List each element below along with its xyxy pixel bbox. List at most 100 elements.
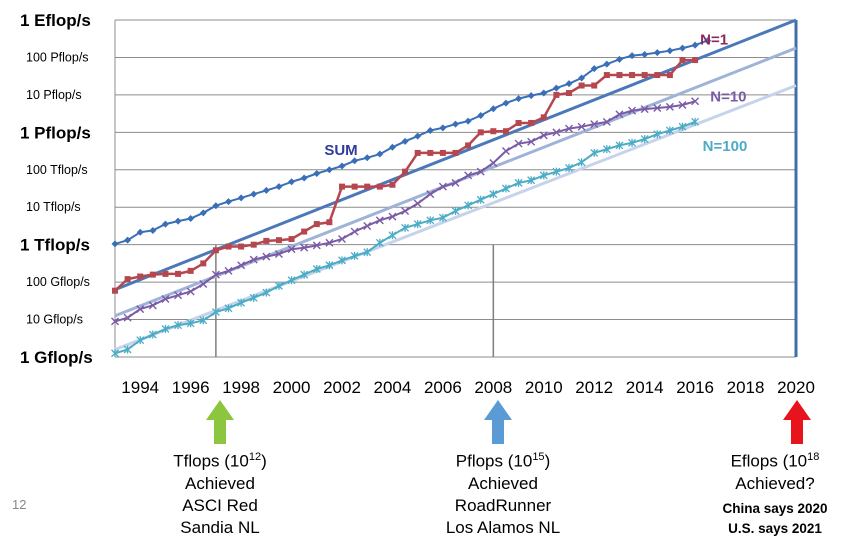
data-point (199, 316, 208, 325)
tflops-milestone-note: Tflops (1012) Achieved ASCI Red Sandia N… (173, 451, 267, 537)
data-point (274, 281, 283, 290)
data-point (679, 57, 686, 64)
y-tick-label: 1 Tflop/s (20, 236, 90, 255)
x-tick-label: 2000 (273, 378, 311, 397)
data-point (111, 240, 119, 248)
data-point (628, 106, 637, 115)
data-point (388, 143, 396, 151)
data-point (629, 72, 636, 79)
data-point (212, 247, 219, 254)
data-point (123, 313, 132, 322)
series-lines (111, 37, 712, 358)
data-point (464, 117, 472, 125)
data-point (616, 72, 623, 79)
data-point (187, 214, 195, 222)
data-point (565, 163, 573, 172)
data-point (136, 228, 144, 236)
data-point (351, 183, 358, 190)
data-point (653, 49, 661, 57)
data-point (527, 92, 535, 100)
data-point (452, 120, 459, 128)
series-label-SUM: SUM (324, 142, 357, 159)
data-point (439, 124, 447, 132)
data-point (464, 171, 473, 180)
data-point (250, 241, 257, 248)
data-point (501, 147, 510, 156)
data-point (628, 138, 637, 147)
data-point (287, 245, 296, 254)
data-point (364, 183, 371, 190)
data-point (477, 111, 485, 119)
series-labels: SUM N=1 N=10 N=100 (324, 31, 747, 158)
data-point (301, 228, 308, 235)
pflops-arrow-icon (484, 400, 512, 444)
data-point (653, 130, 662, 139)
y-tick-label: 1 Eflop/s (20, 11, 91, 30)
data-point (641, 50, 649, 58)
data-point (691, 97, 700, 106)
y-tick-label: 1 Pflop/s (20, 123, 91, 142)
data-point (137, 273, 144, 280)
data-point (237, 261, 246, 270)
data-point (148, 301, 157, 310)
data-point (401, 137, 409, 145)
data-point (174, 321, 183, 330)
data-point (413, 199, 422, 208)
data-point (339, 183, 345, 190)
data-point (262, 288, 271, 297)
data-point (199, 279, 208, 288)
data-point (111, 317, 119, 326)
data-point (501, 184, 510, 193)
data-point (300, 270, 309, 279)
data-point (363, 248, 372, 257)
data-point (162, 270, 169, 277)
y-tick-label: 100 Pflop/s (26, 50, 89, 64)
data-point (287, 276, 296, 285)
page-number: 12 (12, 497, 27, 512)
data-point (262, 186, 270, 194)
data-point (161, 324, 170, 333)
data-point (553, 91, 560, 98)
data-point (666, 72, 673, 79)
data-point (338, 235, 346, 244)
data-point (275, 183, 283, 191)
data-point (211, 308, 220, 317)
series-label-N=100: N=100 (703, 138, 748, 155)
data-point (288, 178, 296, 186)
data-point (552, 167, 561, 176)
data-point (300, 174, 308, 182)
x-tick-label: 1994 (121, 378, 159, 397)
data-point (451, 178, 460, 187)
data-point (692, 57, 699, 64)
data-point (174, 217, 182, 225)
data-point (389, 181, 396, 188)
x-tick-label: 1996 (172, 378, 210, 397)
data-point (476, 167, 485, 176)
data-point (161, 220, 169, 228)
data-point (249, 293, 258, 302)
data-point (186, 319, 195, 328)
data-point (691, 117, 700, 126)
data-point (401, 206, 410, 215)
y-tick-label: 1 Gflop/s (20, 348, 93, 367)
data-point (641, 72, 648, 79)
data-point (615, 55, 623, 63)
data-point (148, 330, 157, 339)
data-point (312, 241, 321, 250)
data-point (175, 270, 182, 277)
data-point (326, 219, 333, 226)
data-point (351, 157, 359, 165)
data-point (363, 221, 372, 230)
data-point (212, 202, 220, 210)
data-point (225, 243, 232, 250)
data-point (679, 44, 686, 52)
data-point (489, 159, 498, 168)
data-point (149, 226, 157, 234)
data-point (464, 201, 473, 210)
data-point (375, 238, 384, 247)
data-point (577, 158, 586, 167)
data-point (490, 128, 497, 135)
data-point (615, 110, 624, 119)
data-point (590, 65, 598, 73)
x-tick-label: 2016 (676, 378, 714, 397)
